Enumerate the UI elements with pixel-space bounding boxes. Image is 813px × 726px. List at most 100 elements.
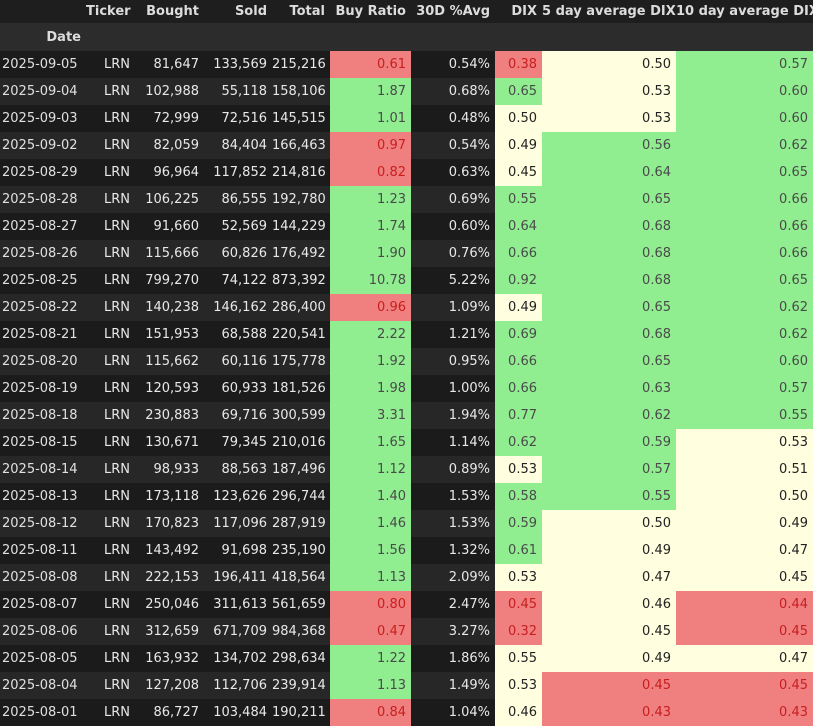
table-row: 2025-08-21 LRN 151,953 68,588 220,541 2.22 1.2… xyxy=(0,321,813,348)
cell-total: 984,368 xyxy=(272,624,326,639)
table-row: 2025-09-05 LRN 81,647 133,569 215,216 0.61 0.5… xyxy=(0,51,813,78)
cell-bought: 120,593 xyxy=(145,381,199,396)
cell-ticker: LRN xyxy=(104,705,130,720)
cell-bought: 81,647 xyxy=(153,57,200,72)
cell-dix: 0.49 xyxy=(495,132,542,159)
cell-date: 2025-08-26 xyxy=(2,246,78,261)
cell-sold: 133,569 xyxy=(213,57,267,72)
cell-30d-avg: 0.76% xyxy=(448,246,490,261)
cell-10-day-dix: 0.45 xyxy=(676,618,813,645)
cell-ticker: LRN xyxy=(104,408,130,423)
cell-ticker: LRN xyxy=(104,165,130,180)
header-buy-ratio: Buy Ratio xyxy=(330,0,411,23)
cell-30d-avg: 1.09% xyxy=(448,300,490,315)
cell-sold: 88,563 xyxy=(221,462,268,477)
cell-buy-ratio: 1.12 xyxy=(330,456,411,483)
cell-ticker: LRN xyxy=(104,435,130,450)
table-row: 2025-08-13 LRN 173,118 123,626 296,744 1.40 1.… xyxy=(0,483,813,510)
table-row: 2025-08-11 LRN 143,492 91,698 235,190 1.56 1.3… xyxy=(0,537,813,564)
table-row: 2025-08-14 LRN 98,933 88,563 187,496 1.12 0.89… xyxy=(0,456,813,483)
cell-30d-avg: 2.09% xyxy=(448,570,490,585)
column-header-row: Ticker Bought Sold Total Buy Ratio 30D %… xyxy=(0,0,813,23)
cell-30d-avg: 0.54% xyxy=(448,138,490,153)
table-row: 2025-08-28 LRN 106,225 86,555 192,780 1.23 0.6… xyxy=(0,186,813,213)
cell-date: 2025-08-13 xyxy=(2,489,78,504)
cell-sold: 86,555 xyxy=(221,192,268,207)
cell-date: 2025-08-18 xyxy=(2,408,78,423)
cell-dix: 0.77 xyxy=(495,402,542,429)
cell-ticker: LRN xyxy=(104,300,130,315)
cell-bought: 91,660 xyxy=(153,219,200,234)
header-ticker: Ticker xyxy=(86,0,135,23)
cell-date: 2025-08-25 xyxy=(2,273,78,288)
cell-30d-avg: 0.68% xyxy=(448,84,490,99)
cell-buy-ratio: 0.80 xyxy=(330,591,411,618)
cell-buy-ratio: 1.13 xyxy=(330,672,411,699)
cell-dix: 0.53 xyxy=(495,672,542,699)
cell-total: 235,190 xyxy=(272,543,326,558)
cell-date: 2025-08-29 xyxy=(2,165,78,180)
cell-buy-ratio: 1.22 xyxy=(330,645,411,672)
cell-bought: 799,270 xyxy=(145,273,199,288)
table-row: 2025-08-15 LRN 130,671 79,345 210,016 1.65 1.1… xyxy=(0,429,813,456)
cell-ticker: LRN xyxy=(104,138,130,153)
cell-10-day-dix: 0.60 xyxy=(676,348,813,375)
cell-bought: 130,671 xyxy=(145,435,199,450)
cell-bought: 98,933 xyxy=(153,462,200,477)
cell-date: 2025-08-14 xyxy=(2,462,78,477)
cell-ticker: LRN xyxy=(104,651,130,666)
table-row: 2025-08-04 LRN 127,208 112,706 239,914 1.13 1.… xyxy=(0,672,813,699)
cell-5-day-dix: 0.62 xyxy=(542,402,676,429)
cell-30d-avg: 2.47% xyxy=(448,597,490,612)
cell-sold: 91,698 xyxy=(221,543,268,558)
cell-ticker: LRN xyxy=(104,543,130,558)
cell-dix: 0.59 xyxy=(495,510,542,537)
cell-30d-avg: 5.22% xyxy=(448,273,490,288)
table-row: 2025-08-26 LRN 115,666 60,826 176,492 1.90 0.7… xyxy=(0,240,813,267)
cell-dix: 0.50 xyxy=(495,105,542,132)
cell-5-day-dix: 0.53 xyxy=(542,105,676,132)
cell-date: 2025-08-11 xyxy=(2,543,78,558)
cell-10-day-dix: 0.43 xyxy=(676,699,813,726)
cell-dix: 0.65 xyxy=(495,78,542,105)
cell-buy-ratio: 0.61 xyxy=(330,51,411,78)
cell-5-day-dix: 0.46 xyxy=(542,591,676,618)
cell-ticker: LRN xyxy=(104,678,130,693)
cell-ticker: LRN xyxy=(104,570,130,585)
cell-total: 187,496 xyxy=(272,462,326,477)
cell-30d-avg: 1.00% xyxy=(448,381,490,396)
cell-total: 220,541 xyxy=(272,327,326,342)
cell-sold: 196,411 xyxy=(213,570,267,585)
cell-sold: 117,096 xyxy=(213,516,267,531)
cell-sold: 60,933 xyxy=(221,381,268,396)
cell-10-day-dix: 0.47 xyxy=(676,645,813,672)
cell-buy-ratio: 0.97 xyxy=(330,132,411,159)
cell-10-day-dix: 0.55 xyxy=(676,402,813,429)
cell-sold: 74,122 xyxy=(221,273,268,288)
cell-sold: 60,826 xyxy=(221,246,268,261)
cell-bought: 82,059 xyxy=(153,138,200,153)
cell-ticker: LRN xyxy=(104,273,130,288)
cell-30d-avg: 0.48% xyxy=(448,111,490,126)
cell-30d-avg: 1.14% xyxy=(448,435,490,450)
table-body: 2025-09-05 LRN 81,647 133,569 215,216 0.61 0.5… xyxy=(0,51,813,726)
cell-buy-ratio: 1.74 xyxy=(330,213,411,240)
table-row: 2025-08-25 LRN 799,270 74,122 873,392 10.78 5.… xyxy=(0,267,813,294)
cell-5-day-dix: 0.68 xyxy=(542,267,676,294)
cell-5-day-dix: 0.49 xyxy=(542,645,676,672)
cell-buy-ratio: 10.78 xyxy=(330,267,411,294)
cell-ticker: LRN xyxy=(104,219,130,234)
cell-buy-ratio: 3.31 xyxy=(330,402,411,429)
cell-sold: 134,702 xyxy=(213,651,267,666)
cell-5-day-dix: 0.56 xyxy=(542,132,676,159)
cell-sold: 123,626 xyxy=(213,489,267,504)
cell-5-day-dix: 0.68 xyxy=(542,213,676,240)
cell-total: 176,492 xyxy=(272,246,326,261)
cell-30d-avg: 1.86% xyxy=(448,651,490,666)
cell-30d-avg: 1.53% xyxy=(448,489,490,504)
table-row: 2025-08-05 LRN 163,932 134,702 298,634 1.22 1.… xyxy=(0,645,813,672)
cell-5-day-dix: 0.43 xyxy=(542,699,676,726)
cell-ticker: LRN xyxy=(104,516,130,531)
cell-bought: 312,659 xyxy=(145,624,199,639)
